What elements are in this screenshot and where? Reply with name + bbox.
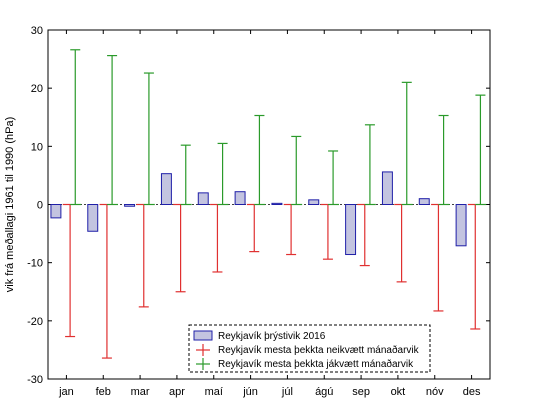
legend-label-negative: Reykjavík mesta þekkta neikvætt mánaðarv… bbox=[218, 344, 420, 356]
x-tick-label: feb bbox=[96, 386, 111, 398]
y-tick-label: 20 bbox=[31, 83, 43, 95]
x-tick-label: maí bbox=[205, 386, 223, 398]
x-tick-label: nóv bbox=[426, 386, 444, 398]
y-tick-label: 10 bbox=[31, 141, 43, 153]
bar-2016 bbox=[271, 202, 283, 206]
x-tick-label: okt bbox=[391, 386, 406, 398]
bar-2016 bbox=[124, 204, 136, 207]
bar-2016 bbox=[381, 171, 393, 205]
legend-label-bar: Reykjavík þrýstivik 2016 bbox=[218, 331, 326, 342]
x-tick-label: jan bbox=[58, 386, 74, 398]
x-tick-label: des bbox=[463, 386, 481, 398]
x-tick-label: jún bbox=[242, 386, 258, 398]
legend-box bbox=[188, 324, 431, 373]
x-tick-label: sep bbox=[352, 386, 370, 398]
bar-2016 bbox=[308, 199, 320, 205]
bar-2016 bbox=[345, 204, 357, 256]
legend: Reykjavík þrýstivik 2016 Reykjavík mesta… bbox=[188, 324, 431, 373]
legend-swatch-bar bbox=[193, 330, 213, 341]
x-tick-label: júl bbox=[281, 386, 293, 398]
y-axis: -30 -20 -10 0 10 20 30 bbox=[27, 25, 490, 386]
legend-label-positive: Reykjavík mesta þekkta jákvætt mánaðarvi… bbox=[218, 358, 414, 370]
bar-2016 bbox=[197, 192, 209, 206]
x-axis: jan feb mar apr maí jún júl ágú sep okt nóv des bbox=[58, 30, 481, 398]
y-tick-label: -10 bbox=[27, 258, 43, 270]
y-tick-label: -30 bbox=[27, 374, 43, 386]
bar-2016 bbox=[418, 198, 430, 206]
y-tick-label: -20 bbox=[27, 316, 43, 328]
legend-swatch-positive bbox=[196, 358, 210, 370]
bar-2016 bbox=[87, 204, 99, 232]
bar-2016 bbox=[455, 204, 467, 247]
legend-swatch-negative bbox=[196, 344, 210, 356]
y-axis-title: vik frá meðallagi 1961 til 1990 (hPa) bbox=[4, 117, 16, 292]
y-tick-label: 30 bbox=[31, 25, 43, 37]
x-tick-label: apr bbox=[169, 386, 185, 398]
bar-2016 bbox=[234, 191, 246, 206]
chart-marks bbox=[50, 49, 487, 359]
bar-2016 bbox=[160, 173, 172, 205]
x-tick-label: mar bbox=[131, 386, 150, 398]
x-tick-label: ágú bbox=[315, 386, 333, 398]
y-tick-label: 0 bbox=[37, 200, 43, 212]
bar-2016 bbox=[50, 204, 62, 219]
